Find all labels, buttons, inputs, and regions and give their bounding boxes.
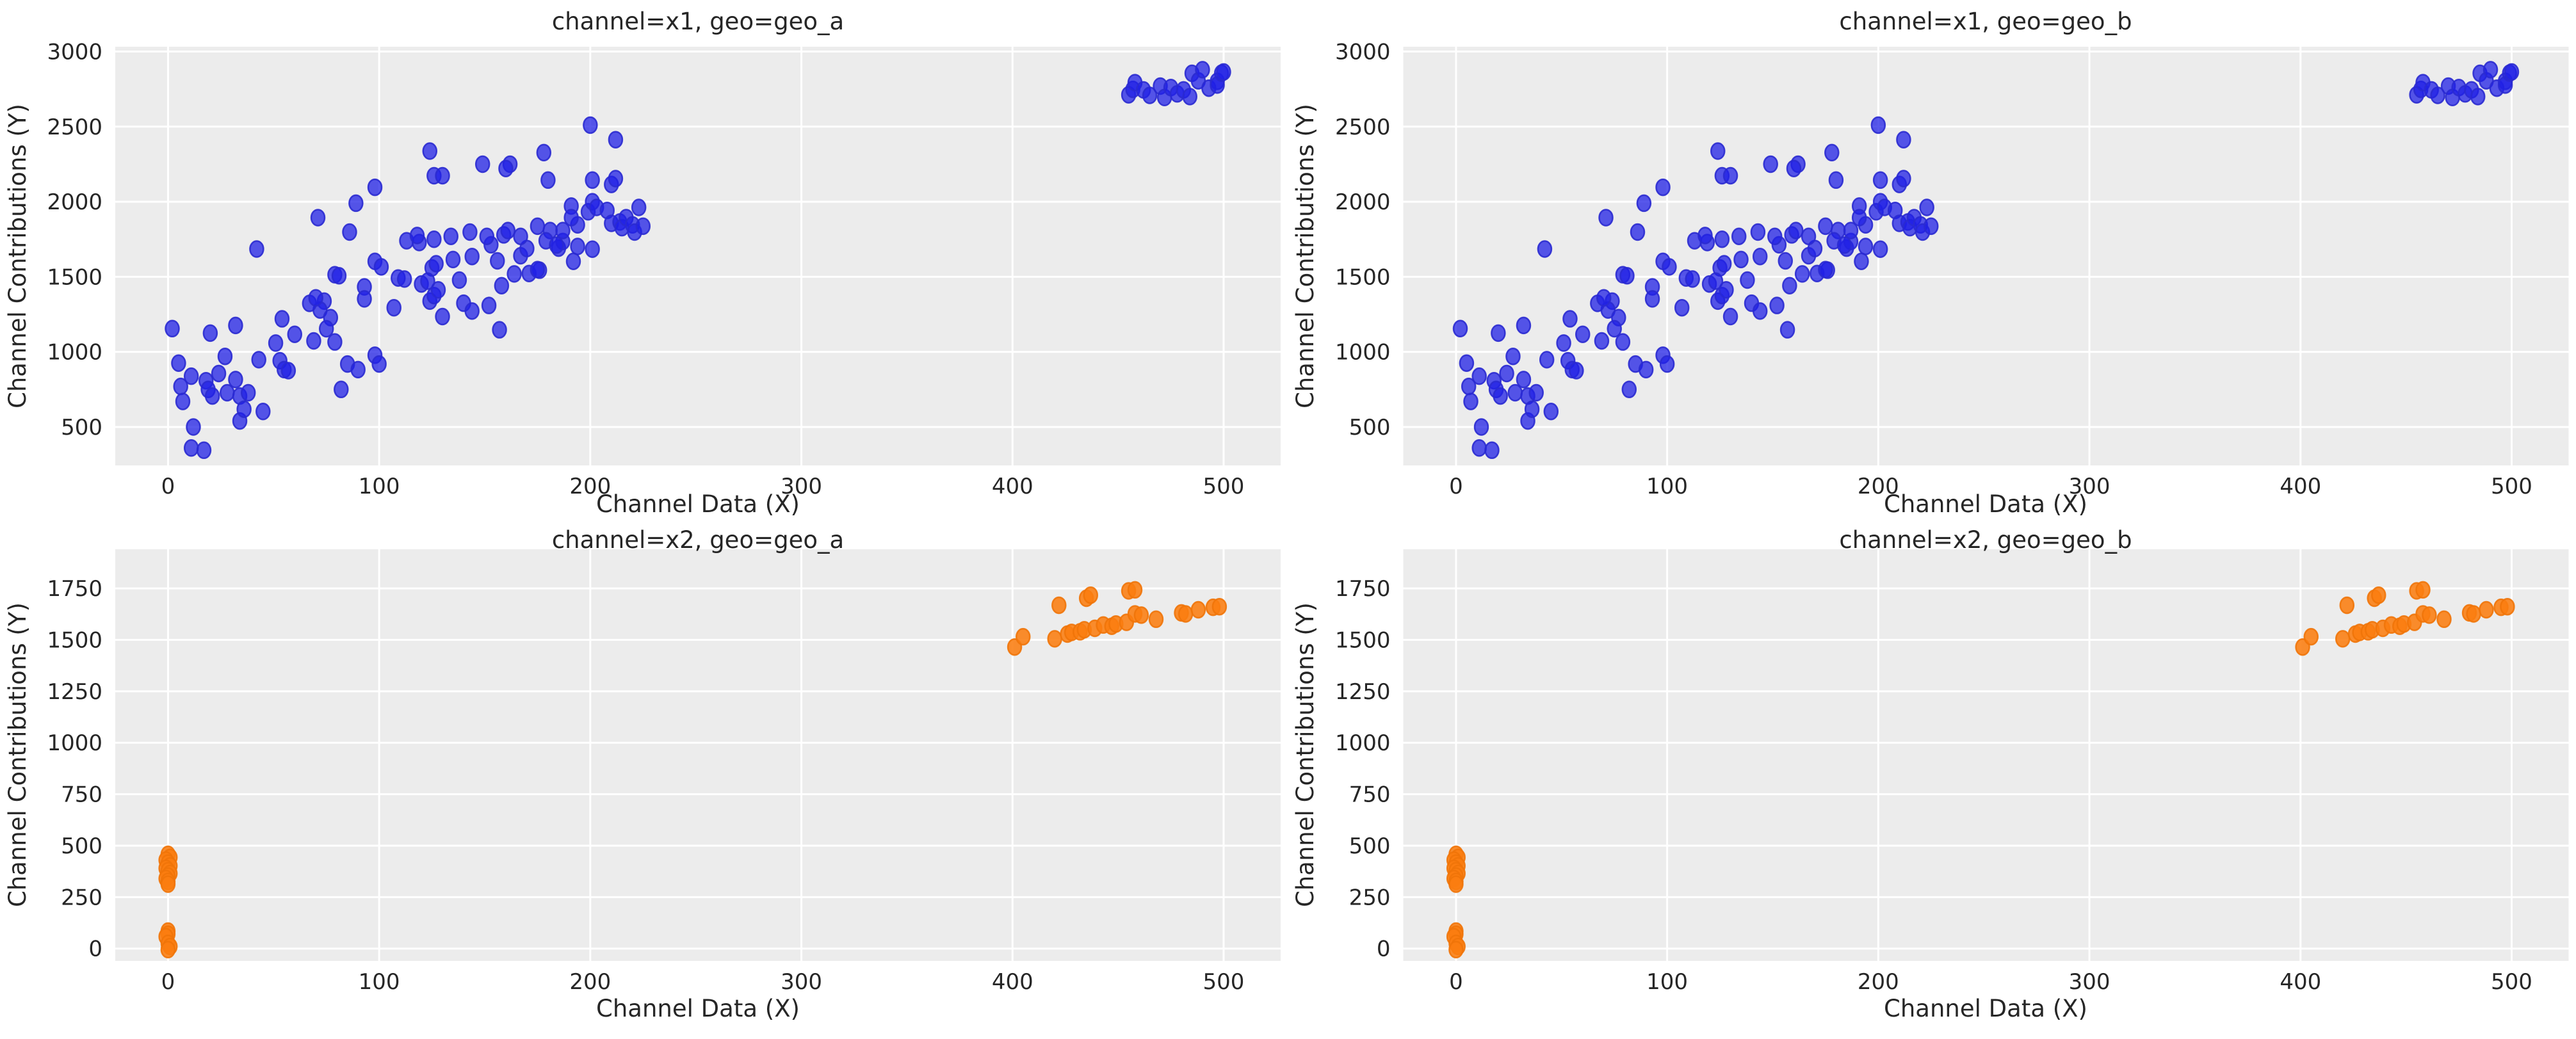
subplot-title: channel=x1, geo=geo_b xyxy=(1839,8,2132,35)
svg-text:1500: 1500 xyxy=(47,627,102,653)
svg-text:1250: 1250 xyxy=(47,679,102,705)
svg-text:2000: 2000 xyxy=(47,189,102,215)
svg-text:1500: 1500 xyxy=(1335,627,1391,653)
svg-text:400: 400 xyxy=(2280,474,2321,499)
subplot-title: channel=x2, geo=geo_b xyxy=(1839,526,2132,554)
svg-text:250: 250 xyxy=(61,885,102,910)
svg-text:1000: 1000 xyxy=(47,340,102,366)
svg-text:1000: 1000 xyxy=(47,730,102,756)
y-axis-label: Channel Contributions (Y) xyxy=(1292,602,1319,908)
subplot-title: channel=x1, geo=geo_a xyxy=(551,8,845,35)
x-axis-label: Channel Data (X) xyxy=(1884,490,2087,518)
svg-text:500: 500 xyxy=(1203,969,1245,995)
svg-text:200: 200 xyxy=(569,474,611,499)
svg-text:100: 100 xyxy=(1646,474,1688,499)
svg-text:200: 200 xyxy=(569,969,611,995)
svg-text:1500: 1500 xyxy=(47,264,102,290)
subplot-x1-geo-a: 0 100 200 300 400 500 500 1000 1500 2000 2500 3000 … xyxy=(0,0,1288,520)
svg-text:0: 0 xyxy=(161,474,175,499)
scatter-plot-x2-geo-b: 0 100 200 300 400 500 0 250 500 750 1000 1250 1500 17… xyxy=(1335,549,2569,995)
svg-text:2000: 2000 xyxy=(1335,189,1391,215)
subplot-x1-geo-b: 0 100 200 300 400 500 500 1000 1500 2000 2500 3000 … xyxy=(1288,0,2576,520)
scatter-plot-x1-geo-a: 0 100 200 300 400 500 500 1000 1500 2000 2500 3000 xyxy=(47,40,1281,499)
svg-text:2500: 2500 xyxy=(47,115,102,140)
subplot-x2-geo-b: 0 100 200 300 400 500 0 250 500 750 1000 1250 1500 17… xyxy=(1288,520,2576,1039)
svg-text:3000: 3000 xyxy=(47,40,102,65)
svg-text:400: 400 xyxy=(992,474,1033,499)
svg-text:400: 400 xyxy=(992,969,1033,995)
svg-text:500: 500 xyxy=(61,415,102,440)
svg-text:0: 0 xyxy=(1449,969,1463,995)
svg-text:0: 0 xyxy=(88,937,102,962)
subplot-x2-geo-a: 0 100 200 300 400 500 0 250 500 750 1000 1250 1500 17… xyxy=(0,520,1288,1039)
x-axis-label: Channel Data (X) xyxy=(1884,995,2087,1022)
svg-text:0: 0 xyxy=(161,969,175,995)
svg-text:500: 500 xyxy=(1349,834,1391,859)
svg-text:1750: 1750 xyxy=(47,576,102,602)
svg-text:100: 100 xyxy=(1646,969,1688,995)
svg-text:500: 500 xyxy=(1203,474,1245,499)
svg-text:400: 400 xyxy=(2280,969,2321,995)
svg-text:300: 300 xyxy=(2069,969,2110,995)
svg-text:200: 200 xyxy=(1858,474,1899,499)
svg-text:500: 500 xyxy=(2491,969,2532,995)
scatter-plot-x1-geo-b: 0 100 200 300 400 500 500 1000 1500 2000 2500 3000 xyxy=(1335,40,2569,499)
scatter-plot-x2-geo-a: 0 100 200 300 400 500 0 250 500 750 1000 1250 1500 17… xyxy=(47,549,1281,995)
svg-text:750: 750 xyxy=(1349,782,1391,808)
svg-text:0: 0 xyxy=(1449,474,1463,499)
svg-text:100: 100 xyxy=(359,969,400,995)
subplot-title: channel=x2, geo=geo_a xyxy=(551,526,845,554)
svg-text:3000: 3000 xyxy=(1335,40,1391,65)
svg-text:1500: 1500 xyxy=(1335,264,1391,290)
y-axis-label: Channel Contributions (Y) xyxy=(1292,104,1319,408)
svg-text:100: 100 xyxy=(359,474,400,499)
y-axis-label: Channel Contributions (Y) xyxy=(4,104,31,408)
svg-text:250: 250 xyxy=(1349,885,1391,910)
svg-text:300: 300 xyxy=(2069,474,2110,499)
y-axis-label: Channel Contributions (Y) xyxy=(4,602,31,908)
svg-text:0: 0 xyxy=(1377,937,1391,962)
svg-text:300: 300 xyxy=(781,474,822,499)
svg-text:1250: 1250 xyxy=(1335,679,1391,705)
x-axis-label: Channel Data (X) xyxy=(596,490,800,518)
svg-text:1000: 1000 xyxy=(1335,730,1391,756)
svg-text:200: 200 xyxy=(1858,969,1899,995)
svg-text:500: 500 xyxy=(1349,415,1391,440)
x-axis-label: Channel Data (X) xyxy=(596,995,800,1022)
svg-text:1750: 1750 xyxy=(1335,576,1391,602)
svg-text:750: 750 xyxy=(61,782,102,808)
svg-text:2500: 2500 xyxy=(1335,115,1391,140)
svg-text:500: 500 xyxy=(61,834,102,859)
svg-text:1000: 1000 xyxy=(1335,340,1391,366)
svg-text:300: 300 xyxy=(781,969,822,995)
svg-text:500: 500 xyxy=(2491,474,2532,499)
